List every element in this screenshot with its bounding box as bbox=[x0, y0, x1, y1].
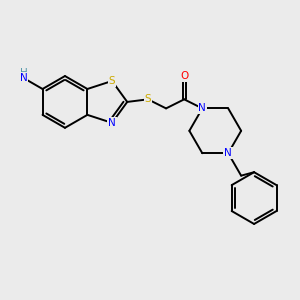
Text: N: N bbox=[198, 103, 206, 113]
Text: O: O bbox=[180, 71, 188, 81]
Text: N: N bbox=[108, 118, 116, 128]
Text: S: S bbox=[109, 76, 115, 86]
Text: N: N bbox=[20, 73, 27, 83]
Text: S: S bbox=[145, 94, 151, 104]
Text: N: N bbox=[224, 148, 232, 158]
Text: H: H bbox=[20, 68, 27, 78]
